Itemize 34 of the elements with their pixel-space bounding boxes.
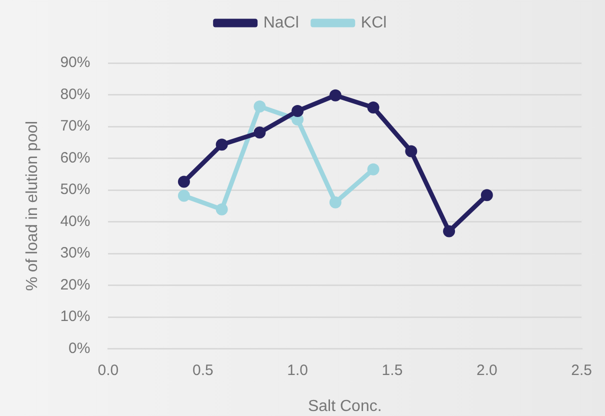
y-tick-label: 90% <box>60 54 90 72</box>
x-tick-label: 2.0 <box>476 362 498 379</box>
point <box>216 138 228 151</box>
x-tick-label: 0.0 <box>98 362 119 379</box>
y-tick-label: 80% <box>60 86 90 103</box>
point <box>254 100 266 113</box>
y-tick-label: 40% <box>60 212 90 230</box>
y-tick-label: 30% <box>60 244 90 262</box>
y-tick-label: 20% <box>60 276 90 294</box>
point <box>178 190 190 202</box>
legend-label: KCl <box>360 14 387 32</box>
point <box>254 126 266 139</box>
y-tick-label: 0% <box>68 340 90 357</box>
point <box>216 203 228 216</box>
y-axis-title: % of load in elution pool <box>24 120 42 291</box>
x-tick-label: 2.5 <box>571 362 592 379</box>
y-tick-label: 10% <box>60 308 90 326</box>
y-tick-label: 70% <box>60 118 90 135</box>
point <box>367 101 380 114</box>
x-tick-label: 0.5 <box>192 362 214 379</box>
point <box>329 196 342 208</box>
y-tick-label: 60% <box>60 149 90 166</box>
point <box>367 163 380 176</box>
point <box>405 145 418 158</box>
x-tick-label: 1.5 <box>382 362 403 379</box>
point <box>178 176 190 188</box>
y-tick-label: 50% <box>60 181 90 198</box>
point <box>329 89 342 102</box>
point <box>480 189 493 202</box>
point <box>443 225 456 238</box>
point <box>292 104 304 117</box>
x-axis-title: Salt Conc. <box>308 398 382 415</box>
x-tick-label: 1.0 <box>287 362 308 379</box>
legend-label: NaCl <box>263 14 299 32</box>
